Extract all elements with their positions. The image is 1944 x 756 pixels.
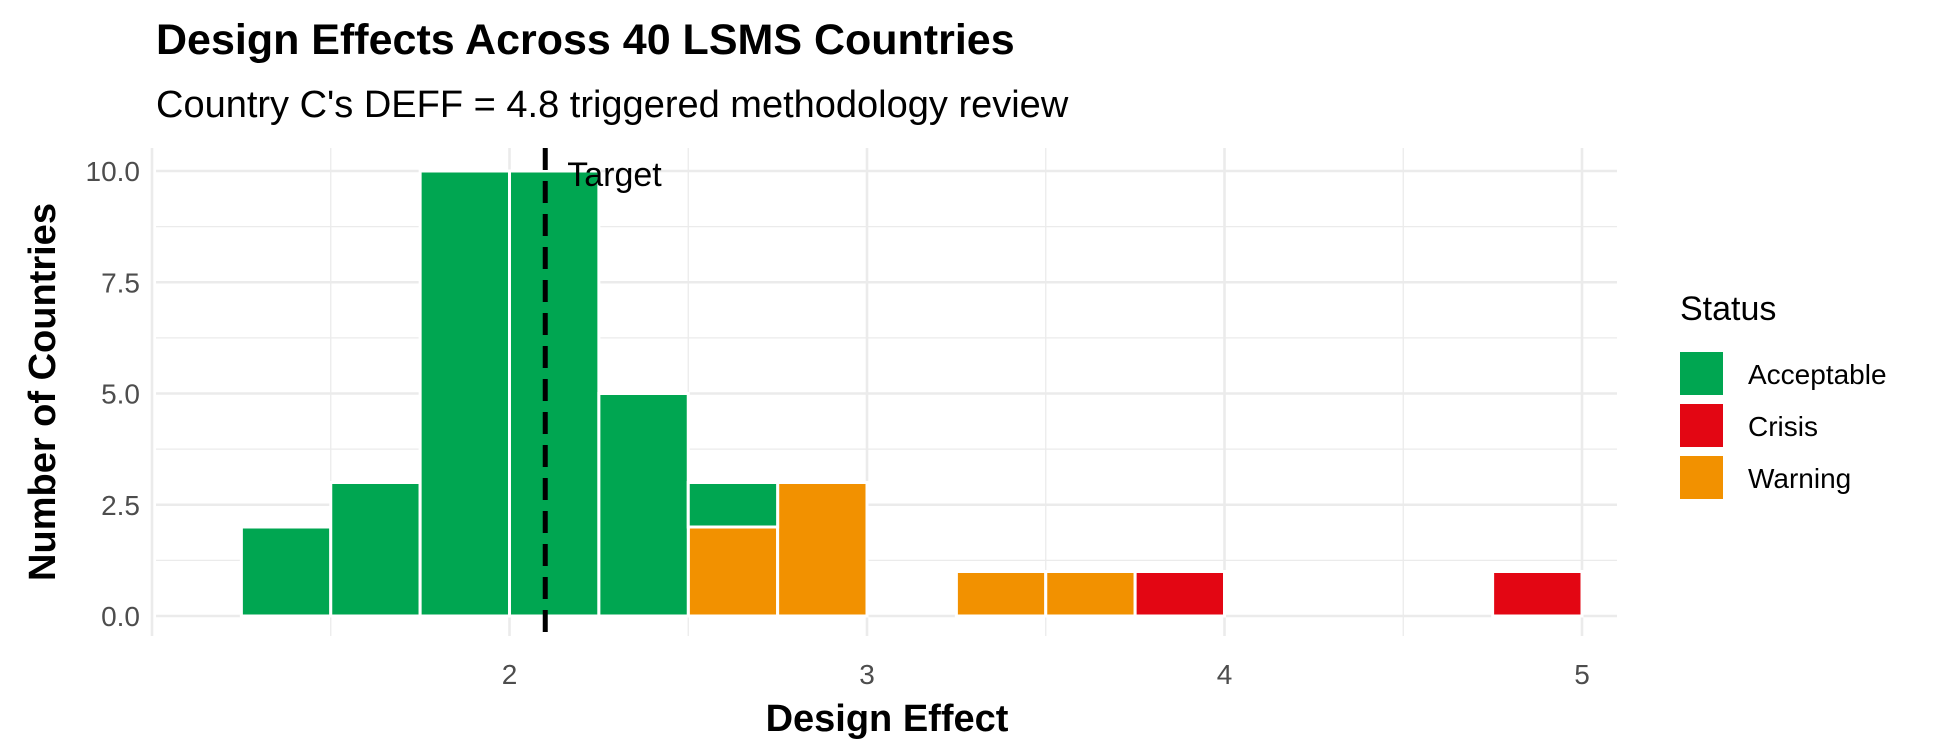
bar-warning-3.625	[1044, 570, 1137, 618]
x-axis-title: Design Effect	[766, 698, 1009, 740]
legend-swatch-warning	[1680, 456, 1723, 499]
y-tick-label: 7.5	[101, 267, 140, 298]
y-tick-label: 2.5	[101, 490, 140, 521]
x-tick-label: 2	[502, 659, 518, 690]
bar-warning-2.875	[776, 481, 869, 618]
x-tick-label: 3	[859, 659, 875, 690]
y-tick-label: 0.0	[101, 601, 140, 632]
bar-acceptable-2.125	[508, 169, 601, 618]
chart-title: Design Effects Across 40 LSMS Countries	[156, 16, 1015, 64]
bar-acceptable-2.625	[686, 481, 780, 529]
legend-swatch-crisis	[1680, 404, 1723, 447]
legend-label-warning: Warning	[1748, 463, 1851, 494]
bar-acceptable-1.625	[329, 481, 422, 618]
bar-warning-2.625	[686, 525, 780, 618]
bar-warning-3.375	[954, 570, 1048, 618]
bar-crisis-3.875	[1133, 570, 1226, 618]
bar-acceptable-1.375	[239, 525, 333, 618]
reference-line-group: Target	[542, 148, 662, 636]
legend-title: Status	[1680, 290, 1776, 328]
bar-acceptable-2.375	[597, 392, 690, 618]
y-axis-title: Number of Countries	[22, 203, 64, 581]
legend-label-crisis: Crisis	[1748, 411, 1818, 442]
x-tick-label: 4	[1217, 659, 1233, 690]
legend-label-acceptable: Acceptable	[1748, 359, 1887, 390]
tick-labels: 2 3 4 5 0.0 2.5 5.0 7.5 10.0	[86, 156, 1590, 690]
y-tick-label: 10.0	[86, 156, 141, 187]
legend: Status Acceptable Crisis Warning	[1680, 290, 1887, 499]
bars	[239, 169, 1584, 618]
bar-crisis-4.875	[1491, 570, 1584, 618]
x-tick-label: 5	[1574, 659, 1590, 690]
chart-subtitle: Country C's DEFF = 4.8 triggered methodo…	[156, 84, 1069, 126]
legend-swatch-acceptable	[1680, 352, 1723, 395]
y-tick-label: 5.0	[101, 379, 140, 410]
target-label: Target	[567, 156, 662, 194]
bar-acceptable-1.875	[418, 169, 511, 618]
